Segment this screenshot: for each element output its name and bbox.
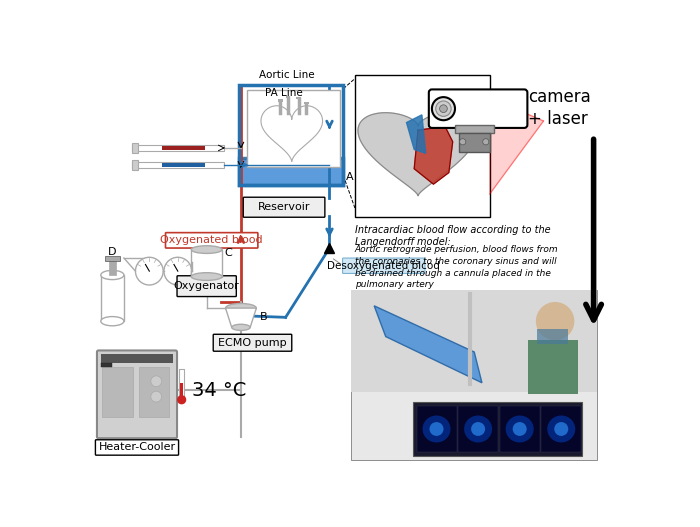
Bar: [500, 406, 540, 452]
Text: Reservoir: Reservoir: [258, 202, 310, 212]
FancyBboxPatch shape: [165, 232, 258, 248]
Bar: [351, 290, 598, 460]
Polygon shape: [358, 113, 478, 196]
Circle shape: [151, 391, 162, 402]
Ellipse shape: [191, 272, 222, 280]
Text: Oxygenator: Oxygenator: [174, 281, 239, 291]
FancyBboxPatch shape: [95, 440, 178, 455]
Ellipse shape: [554, 422, 568, 436]
Bar: [101, 354, 173, 363]
Text: ECMO pump: ECMO pump: [218, 338, 287, 348]
Bar: [162, 162, 205, 167]
FancyBboxPatch shape: [429, 90, 527, 128]
Bar: [179, 369, 184, 400]
FancyBboxPatch shape: [342, 258, 425, 274]
Ellipse shape: [101, 317, 124, 326]
Bar: [304, 102, 309, 104]
Bar: [191, 250, 222, 277]
FancyBboxPatch shape: [214, 334, 292, 351]
Bar: [102, 367, 133, 417]
Circle shape: [435, 101, 452, 116]
Bar: [101, 275, 124, 321]
Text: Intracardiac blood flow according to the
Langendorff model:: Intracardiac blood flow according to the…: [355, 225, 550, 247]
Circle shape: [164, 257, 192, 285]
Bar: [458, 406, 498, 452]
Text: D: D: [108, 247, 117, 257]
Ellipse shape: [505, 415, 533, 443]
Bar: [105, 256, 120, 261]
Circle shape: [177, 395, 186, 404]
Circle shape: [136, 257, 163, 285]
Ellipse shape: [191, 246, 222, 253]
Text: camera
+ laser: camera + laser: [528, 88, 591, 128]
Bar: [139, 367, 169, 417]
Polygon shape: [374, 306, 482, 383]
Text: B: B: [260, 313, 268, 323]
Bar: [459, 132, 490, 152]
Circle shape: [536, 302, 574, 340]
Bar: [132, 162, 224, 168]
Text: Aortic retrograde perfusion, blood flows from
the coronaries to the coronary sin: Aortic retrograde perfusion, blood flows…: [355, 245, 559, 289]
Bar: [355, 75, 490, 217]
Bar: [132, 160, 138, 170]
Bar: [132, 145, 224, 151]
Ellipse shape: [464, 415, 492, 443]
Ellipse shape: [547, 415, 575, 443]
Bar: [541, 406, 581, 452]
Bar: [528, 340, 578, 394]
Bar: [247, 90, 340, 167]
Bar: [455, 125, 493, 132]
Circle shape: [460, 139, 466, 145]
Circle shape: [151, 376, 162, 387]
Ellipse shape: [101, 270, 124, 280]
Bar: [239, 158, 344, 185]
FancyBboxPatch shape: [97, 350, 177, 438]
Bar: [108, 261, 116, 275]
Text: Heater-Cooler: Heater-Cooler: [99, 443, 176, 453]
Circle shape: [432, 97, 455, 120]
Bar: [132, 143, 138, 152]
Bar: [296, 97, 301, 100]
Ellipse shape: [512, 422, 526, 436]
Bar: [538, 329, 568, 344]
Text: A: A: [346, 172, 354, 182]
Circle shape: [483, 139, 489, 145]
Polygon shape: [490, 98, 544, 194]
Ellipse shape: [423, 415, 451, 443]
Text: PA Line: PA Line: [265, 88, 302, 98]
Text: C: C: [225, 248, 232, 258]
Text: 34 °C: 34 °C: [193, 381, 247, 400]
Polygon shape: [407, 115, 426, 153]
Bar: [413, 402, 582, 456]
Text: Oxygenated blood: Oxygenated blood: [160, 236, 263, 246]
Circle shape: [440, 105, 447, 113]
Bar: [180, 383, 183, 400]
FancyBboxPatch shape: [177, 276, 237, 297]
Ellipse shape: [232, 324, 250, 330]
Polygon shape: [414, 126, 453, 184]
Bar: [286, 95, 290, 98]
Ellipse shape: [430, 422, 444, 436]
Bar: [416, 406, 456, 452]
Text: Desoxygenated blcod: Desoxygenated blcod: [327, 261, 440, 271]
FancyBboxPatch shape: [244, 197, 325, 217]
Ellipse shape: [179, 397, 184, 403]
Polygon shape: [225, 308, 256, 327]
Bar: [239, 85, 344, 185]
Text: Aortic Line: Aortic Line: [259, 70, 314, 80]
Ellipse shape: [225, 304, 256, 313]
Bar: [278, 100, 283, 102]
Bar: [101, 363, 113, 367]
Bar: [351, 290, 598, 392]
Ellipse shape: [471, 422, 485, 436]
Bar: [162, 145, 205, 150]
